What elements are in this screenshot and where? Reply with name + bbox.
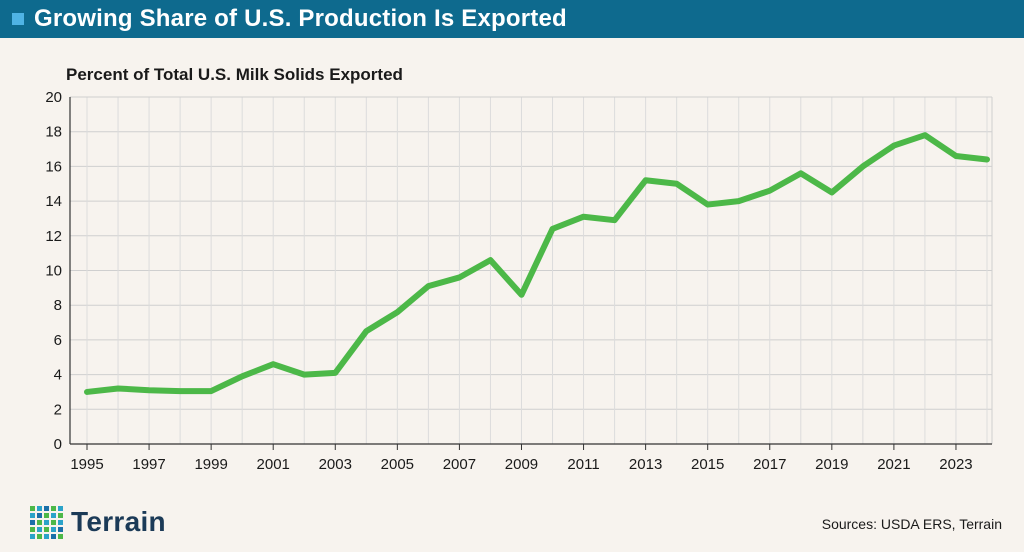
data-point [239, 373, 245, 379]
logo-dot [44, 526, 49, 532]
data-point [270, 361, 276, 367]
logo-grid-icon [30, 505, 63, 539]
data-point [115, 385, 121, 391]
data-point [705, 202, 711, 208]
logo-dot [37, 526, 42, 532]
x-tick-label: 2023 [939, 456, 972, 473]
logo-dot [51, 533, 56, 539]
y-axis-title: Percent of Total U.S. Milk Solids Export… [66, 65, 403, 84]
data-point [394, 309, 400, 315]
x-tick-labels: 1995 1997 1999 2001 2003 2005 2007 2009 2011 2013… [70, 456, 972, 473]
logo-dot [44, 519, 49, 525]
y-tick-label: 4 [54, 367, 62, 384]
logo-dot [37, 512, 42, 518]
logo-dot [58, 505, 63, 511]
data-point [643, 177, 649, 183]
data-point [456, 274, 462, 280]
x-tick-label: 2005 [381, 456, 414, 473]
logo-dot [37, 533, 42, 539]
data-point [301, 372, 307, 378]
x-tick-label: 1999 [194, 456, 227, 473]
series-line [84, 132, 990, 395]
data-point [208, 388, 214, 394]
logo-dot [58, 519, 63, 525]
logo-dot [37, 519, 42, 525]
data-point [674, 181, 680, 187]
data-point [922, 132, 928, 138]
logo-dot [58, 512, 63, 518]
data-point [612, 217, 618, 223]
y-tick-label: 0 [54, 436, 62, 453]
data-point [518, 292, 524, 298]
logo-dot [30, 533, 35, 539]
data-point [860, 163, 866, 169]
logo-dot [30, 505, 35, 511]
data-point [363, 328, 369, 334]
y-tick-labels: 0 2 4 6 8 10 12 14 16 18 20 [45, 89, 62, 453]
axes [69, 97, 992, 450]
data-point [177, 388, 183, 394]
data-point [487, 257, 493, 263]
x-tick-label: 1995 [70, 456, 103, 473]
data-point [581, 214, 587, 220]
logo-dot [51, 512, 56, 518]
y-tick-label: 14 [45, 193, 62, 210]
data-point [332, 370, 338, 376]
data-point [736, 198, 742, 204]
logo-dot [44, 512, 49, 518]
logo-dot [51, 526, 56, 532]
data-point [146, 387, 152, 393]
logo-dot [44, 505, 49, 511]
x-tick-label: 2011 [567, 456, 599, 473]
logo-dot [58, 526, 63, 532]
series-lines [84, 132, 990, 395]
data-point [767, 188, 773, 194]
logo-dot [51, 505, 56, 511]
logo-wordmark: Terrain [71, 506, 166, 537]
data-point [84, 389, 90, 395]
x-tick-label: 2003 [319, 456, 352, 473]
y-tick-label: 20 [45, 89, 62, 106]
y-tick-label: 2 [54, 401, 62, 418]
x-tick-label: 1997 [132, 456, 165, 473]
source-note: Sources: USDA ERS, Terrain [821, 516, 1002, 532]
y-tick-label: 10 [45, 263, 62, 280]
y-tick-label: 16 [45, 158, 62, 175]
y-tick-label: 18 [45, 124, 62, 141]
terrain-logo: Terrain [30, 503, 166, 541]
title-bullet-icon [12, 13, 24, 25]
logo-dot [30, 526, 35, 532]
data-point [984, 156, 990, 162]
y-tick-label: 12 [45, 228, 62, 245]
logo-dot [58, 533, 63, 539]
logo-dot [30, 519, 35, 525]
data-point [829, 189, 835, 195]
y-tick-label: 6 [54, 332, 62, 349]
logo-dot [37, 505, 42, 511]
data-point [425, 283, 431, 289]
data-point [953, 153, 959, 159]
logo-dot [44, 533, 49, 539]
x-tick-label: 2001 [257, 456, 290, 473]
title-bar: Growing Share of U.S. Production Is Expo… [0, 0, 1024, 38]
data-point [798, 170, 804, 176]
x-tick-label: 2013 [629, 456, 662, 473]
x-tick-label: 2021 [877, 456, 910, 473]
logo-dot [51, 519, 56, 525]
x-tick-label: 2017 [753, 456, 786, 473]
x-tick-label: 2007 [443, 456, 476, 473]
data-point [550, 226, 556, 232]
logo-dot [30, 512, 35, 518]
x-tick-label: 2009 [505, 456, 538, 473]
chart-title: Growing Share of U.S. Production Is Expo… [34, 5, 567, 32]
y-tick-label: 8 [54, 297, 62, 314]
x-tick-label: 2019 [815, 456, 848, 473]
data-point [891, 143, 897, 149]
x-tick-label: 2015 [691, 456, 724, 473]
